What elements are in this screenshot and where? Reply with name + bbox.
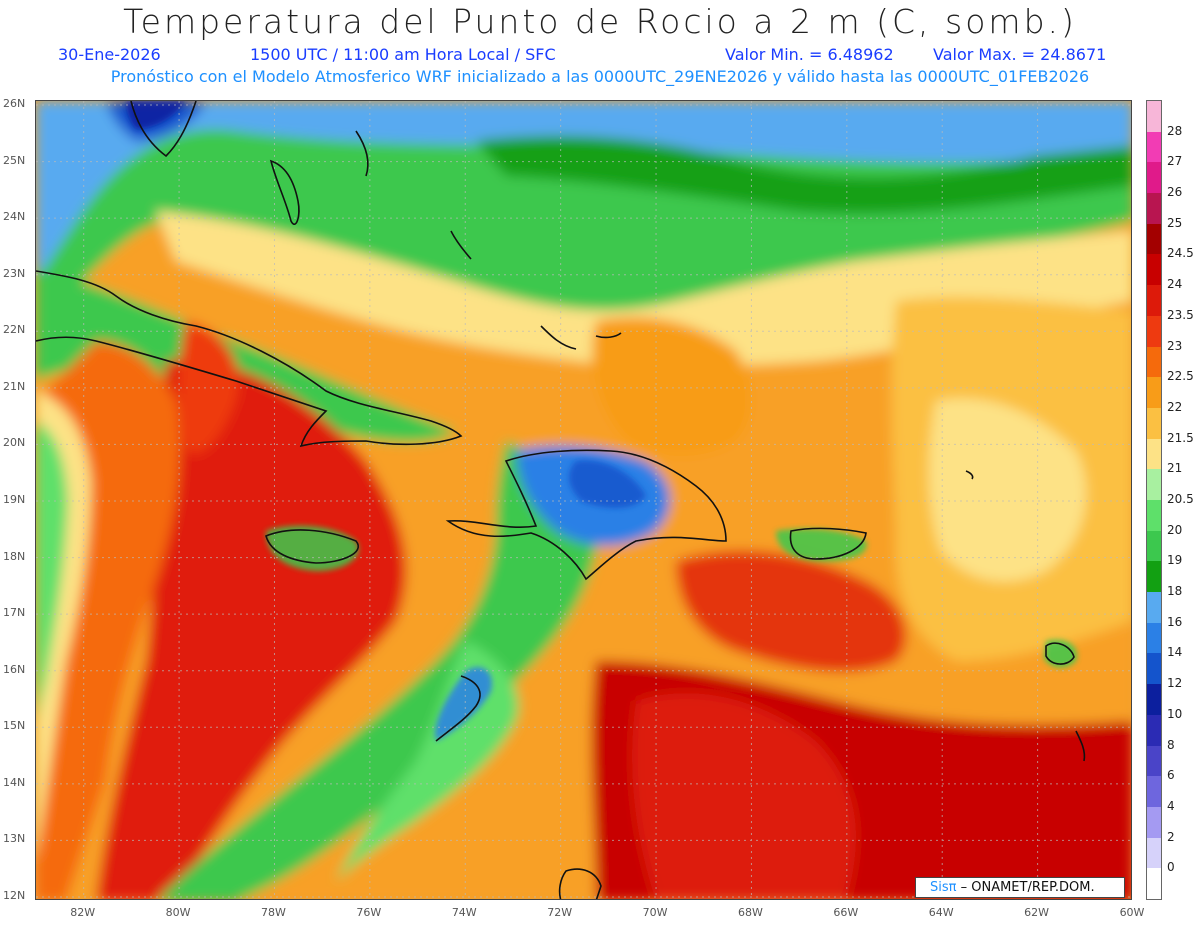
colorbar-label: 14 [1167, 645, 1183, 660]
credit-box: Sisπ – ONAMET/REP.DOM. [915, 877, 1125, 898]
colorbar-segment [1147, 745, 1161, 777]
lat-label: 15N [3, 719, 26, 733]
colorbar-label: 19 [1167, 553, 1183, 568]
colorbar-segment [1147, 500, 1161, 532]
colorbar-label: 24.5 [1167, 246, 1194, 261]
lon-label: 74W [451, 906, 477, 919]
lat-label: 20N [3, 436, 26, 450]
lon-label: 70W [642, 906, 668, 919]
credit-brand: Sisπ [930, 880, 957, 895]
colorbar-label: 23.5 [1167, 307, 1194, 322]
header-date: 30-Ene-2026 [58, 45, 161, 64]
colorbar-segment [1147, 776, 1161, 808]
colorbar-segment [1147, 469, 1161, 501]
colorbar-label: 26 [1167, 185, 1183, 200]
colorbar-label: 20 [1167, 522, 1183, 537]
lat-label: 18N [3, 549, 26, 563]
lon-label: 80W [165, 906, 191, 919]
lat-label: 22N [3, 323, 26, 337]
header-max: Valor Max. = 24.8671 [933, 45, 1107, 64]
lon-label: 66W [833, 906, 859, 919]
colorbar-segment [1147, 101, 1161, 133]
colorbar-segment [1147, 622, 1161, 654]
coastlines [36, 101, 1086, 899]
colorbar-segment [1147, 837, 1161, 869]
lon-label: 82W [70, 906, 96, 919]
colorbar-segment [1147, 714, 1161, 747]
colorbar-label: 2 [1167, 829, 1175, 844]
colorbar-segment [1147, 438, 1161, 470]
colorbar-segment [1147, 561, 1161, 593]
header-time: 1500 UTC / 11:00 am Hora Local / SFC [250, 45, 556, 64]
lat-label: 19N [3, 493, 26, 506]
credit-text: – ONAMET/REP.DOM. [960, 880, 1095, 895]
colorbar-segment [1147, 346, 1161, 378]
lat-label: 16N [3, 662, 26, 676]
colorbar-label: 24 [1167, 277, 1183, 292]
lon-label: 76W [356, 906, 382, 919]
colorbar-label: 12 [1167, 676, 1183, 691]
dewpoint-field [36, 101, 1131, 899]
lat-label: 17N [3, 606, 26, 620]
colorbar-segment [1147, 592, 1161, 624]
colorbar-segment [1147, 131, 1161, 163]
colorbar-label: 0 [1167, 860, 1175, 875]
colorbar-segment [1147, 285, 1161, 317]
header-info: 30-Ene-2026 1500 UTC / 11:00 am Hora Loc… [0, 45, 1200, 67]
colorbar-segment [1147, 684, 1161, 716]
colorbar-segment [1147, 223, 1161, 255]
lon-label: 62W [1024, 906, 1050, 919]
colorbar-segment [1147, 868, 1161, 900]
colorbar-label: 16 [1167, 614, 1183, 629]
colorbar-label: 4 [1167, 798, 1175, 813]
map-panel [35, 100, 1132, 900]
colorbar-label: 20.5 [1167, 492, 1194, 506]
lat-label: 25N [3, 153, 26, 167]
colorbar-label: 25 [1167, 215, 1183, 230]
lon-label: 78W [261, 906, 286, 919]
colorbar-label: 27 [1167, 154, 1183, 169]
lat-label: 26N [3, 97, 26, 110]
lat-label: 14N [3, 775, 26, 789]
lon-label: 64W [928, 906, 954, 919]
lon-label: 60W [1119, 906, 1145, 919]
colorbar-label: 21.5 [1167, 430, 1194, 445]
colorbar [1146, 100, 1162, 900]
colorbar-segment [1147, 162, 1161, 194]
lat-label: 24N [3, 210, 26, 224]
forecast-line: Pronóstico con el Modelo Atmosferico WRF… [110, 67, 1090, 86]
colorbar-label: 22.5 [1167, 369, 1194, 384]
colorbar-segment [1147, 806, 1161, 839]
colorbar-label: 10 [1167, 706, 1183, 721]
map-title: Temperatura del Punto de Rocio a 2 m (C,… [123, 2, 1077, 41]
lat-label: 12N [3, 889, 26, 902]
colorbar-label: 22 [1167, 399, 1183, 414]
colorbar-segment [1147, 653, 1161, 685]
colorbar-label: 8 [1167, 737, 1175, 752]
colorbar-segment [1147, 254, 1161, 286]
colorbar-label: 28 [1167, 123, 1183, 138]
lat-label: 13N [3, 832, 26, 846]
lon-label: 68W [737, 906, 763, 919]
header-min: Valor Min. = 6.48962 [725, 45, 894, 64]
graticule [36, 101, 1131, 899]
lat-label: 23N [3, 266, 26, 280]
colorbar-segment [1147, 377, 1161, 409]
lon-label: 72W [547, 906, 573, 919]
colorbar-segment [1147, 530, 1161, 562]
colorbar-label: 6 [1167, 768, 1175, 783]
lat-label: 21N [3, 379, 26, 393]
colorbar-label: 23 [1167, 338, 1183, 353]
colorbar-label: 18 [1167, 584, 1183, 599]
colorbar-label: 21 [1167, 461, 1183, 476]
colorbar-segment [1147, 407, 1161, 440]
colorbar-segment [1147, 193, 1161, 225]
colorbar-segment [1147, 315, 1161, 348]
